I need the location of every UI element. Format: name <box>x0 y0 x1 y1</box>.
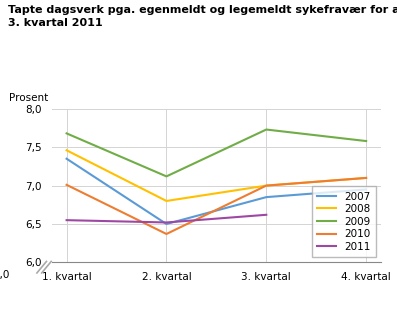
Text: Tapte dagsverk pga. egenmeldt og legemeldt sykefravær for arbeidstakere 16-69 år: Tapte dagsverk pga. egenmeldt og legemel… <box>8 3 397 28</box>
2010 <box>364 176 368 180</box>
Line: 2008: 2008 <box>67 150 366 201</box>
2011 <box>264 213 269 217</box>
2009 <box>264 128 269 132</box>
2009 <box>364 139 368 143</box>
Text: 0,0: 0,0 <box>0 270 10 280</box>
2008 <box>64 148 69 152</box>
2009 <box>64 132 69 135</box>
Line: 2009: 2009 <box>67 130 366 176</box>
Text: Prosent: Prosent <box>9 93 48 103</box>
2010 <box>264 184 269 188</box>
2011 <box>164 220 169 224</box>
2008 <box>264 184 269 188</box>
2007 <box>164 222 169 226</box>
Legend: 2007, 2008, 2009, 2010, 2011: 2007, 2008, 2009, 2010, 2011 <box>312 186 376 257</box>
2009 <box>164 174 169 178</box>
Line: 2011: 2011 <box>67 215 266 222</box>
2008 <box>164 199 169 203</box>
2007 <box>364 188 368 191</box>
2010 <box>64 183 69 187</box>
Line: 2010: 2010 <box>67 178 366 234</box>
2010 <box>164 232 169 236</box>
2011 <box>64 218 69 222</box>
2007 <box>64 157 69 161</box>
2007 <box>264 195 269 199</box>
2008 <box>364 176 368 180</box>
Line: 2007: 2007 <box>67 159 366 224</box>
